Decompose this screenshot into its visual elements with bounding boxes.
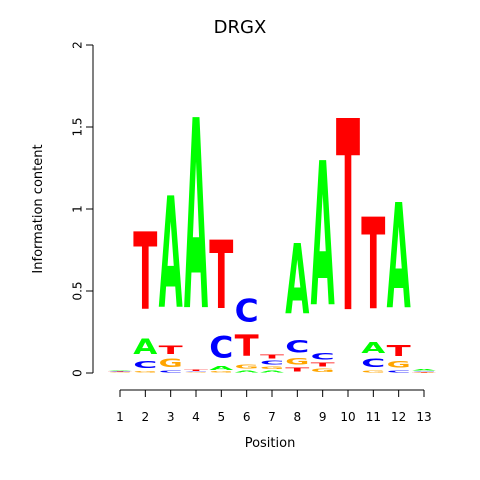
logo-letter-g: G [285, 357, 309, 367]
logo-letter-t: T [209, 220, 233, 330]
logo-letter-t: T [235, 329, 259, 363]
logo-letter-a: A [159, 167, 183, 344]
x-tick-label: 11 [366, 410, 381, 424]
x-tick-label: 5 [218, 410, 226, 424]
logo-letter-a: A [361, 338, 385, 356]
logo-letter-t: T [184, 370, 208, 372]
logo-letter-a: A [387, 173, 411, 342]
logo-letter-c: C [387, 370, 411, 373]
logo-letter-c: C [412, 371, 436, 372]
logo-letter-c: C [209, 331, 233, 365]
logo-letter-g: G [184, 372, 208, 373]
y-tick-label: 2 [71, 41, 85, 49]
logo-letter-c: C [361, 357, 385, 370]
logo-letter-c: C [133, 359, 157, 370]
x-tick-label: 2 [142, 410, 150, 424]
logo-letter-g: G [361, 370, 385, 373]
logo-letter-c: C [235, 292, 259, 329]
logo-letter-c: C [311, 352, 335, 362]
x-tick-label: 3 [167, 410, 175, 424]
logo-letter-c: C [260, 360, 284, 366]
y-axis: 0 0.5 1 1.5 2 [71, 41, 94, 377]
x-tick-label: 6 [243, 410, 251, 424]
logo-letter-a: A [311, 123, 335, 352]
logo-letter-a: A [235, 370, 259, 373]
x-tick-label: 12 [391, 410, 406, 424]
logo-letter-t: T [159, 344, 183, 357]
x-tick-label: 10 [340, 410, 355, 424]
x-axis-label: Position [245, 436, 296, 451]
logo-letter-t: T [311, 362, 336, 368]
logo-letter-a: A [412, 369, 436, 371]
logo-letter-c: C [285, 338, 309, 357]
logo-letter-a: A [108, 370, 132, 371]
y-tick-label: 1 [71, 205, 85, 213]
x-tick-label: 8 [294, 410, 302, 424]
logo-letters: GTCAGCATCGTAGCTAGACTAGTCAGCTTGCAGTCAAGCT… [108, 66, 436, 373]
logo-letter-g: G [159, 357, 183, 370]
logo-letter-t: T [361, 191, 385, 338]
x-tick-label: 7 [268, 410, 276, 424]
logo-letter-a: A [260, 370, 284, 373]
logo-letter-t: T [108, 372, 132, 373]
logo-letter-c: C [184, 371, 208, 372]
logo-letter-t: T [412, 372, 436, 373]
logo-letter-t: T [387, 343, 412, 361]
logo-letter-c: C [108, 371, 132, 372]
logo-letter-t: T [260, 354, 285, 360]
logo-letter-a: A [184, 66, 208, 369]
y-tick-label: 0 [71, 369, 85, 377]
x-tick-label: 4 [192, 410, 200, 424]
y-axis-label: Information content [31, 144, 46, 273]
logo-letter-g: G [235, 363, 259, 370]
chart-title: DRGX [214, 17, 267, 38]
logo-letter-g: G [108, 372, 132, 373]
logo-letter-a: A [285, 224, 309, 337]
logo-letter-g: G [260, 366, 284, 370]
x-tick-label: 9 [319, 410, 327, 424]
x-tick-label: 1 [116, 410, 124, 424]
logo-letter-a: A [209, 365, 234, 372]
x-tick-label: 13 [416, 410, 431, 424]
y-tick-label: 1.5 [71, 117, 85, 136]
logo-letter-g: G [387, 360, 411, 370]
logo-letter-g: G [133, 371, 157, 373]
logo-letter-t: T [285, 367, 310, 373]
logo-letter-g: G [311, 368, 335, 373]
logo-letter-g: G [209, 371, 233, 373]
x-axis: 1 2 3 4 5 6 7 8 9 10 11 12 13 [116, 389, 432, 424]
logo-letter-t: T [336, 67, 360, 373]
logo-letter-t: T [133, 210, 157, 335]
logo-letter-c: C [159, 370, 183, 373]
y-tick-label: 0.5 [71, 281, 85, 300]
logo-letter-a: A [133, 335, 158, 360]
